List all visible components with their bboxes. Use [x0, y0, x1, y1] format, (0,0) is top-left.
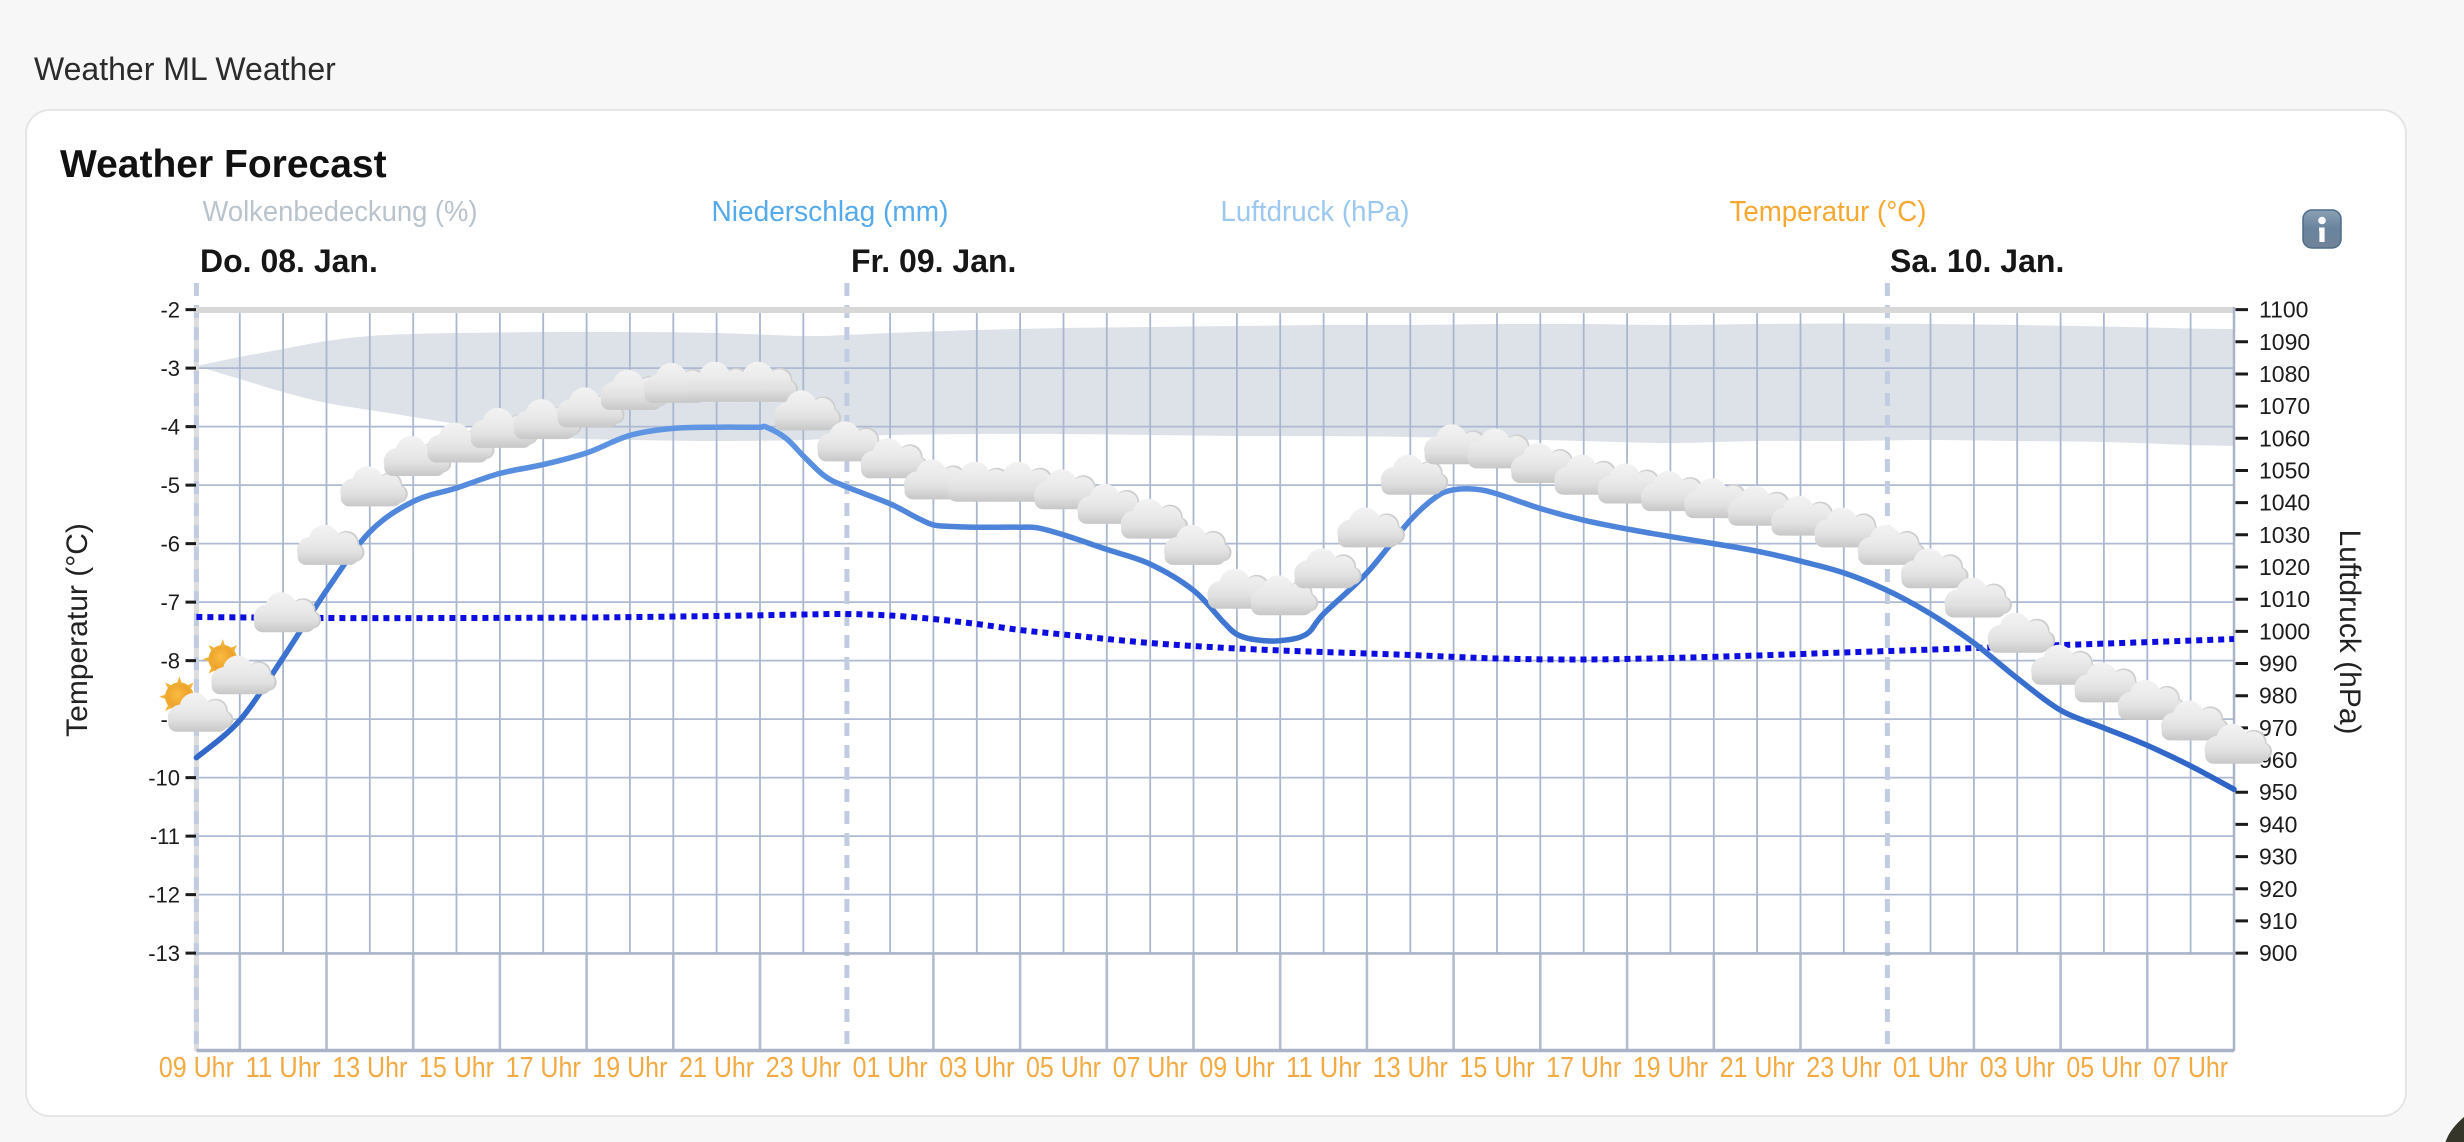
- svg-text:Fr. 09. Jan.: Fr. 09. Jan.: [851, 243, 1016, 279]
- svg-text:-6: -6: [160, 532, 180, 557]
- svg-text:-3: -3: [160, 356, 180, 381]
- svg-text:Niederschlag (mm): Niederschlag (mm): [712, 196, 949, 228]
- svg-text:13 Uhr: 13 Uhr: [332, 1052, 407, 1084]
- svg-text:Luftdruck (hPa): Luftdruck (hPa): [1221, 196, 1410, 228]
- svg-text:-10: -10: [148, 766, 180, 791]
- svg-text:930: 930: [2259, 844, 2297, 870]
- svg-text:21 Uhr: 21 Uhr: [1720, 1052, 1795, 1084]
- svg-text:03 Uhr: 03 Uhr: [1980, 1052, 2055, 1084]
- svg-text:Do. 08. Jan.: Do. 08. Jan.: [200, 243, 378, 279]
- svg-text:01 Uhr: 01 Uhr: [1893, 1052, 1968, 1084]
- svg-text:-11: -11: [150, 824, 180, 849]
- svg-text:05 Uhr: 05 Uhr: [2066, 1052, 2141, 1084]
- svg-text:07 Uhr: 07 Uhr: [1113, 1052, 1188, 1084]
- svg-text:950: 950: [2259, 779, 2297, 805]
- svg-text:Temperatur (°C): Temperatur (°C): [1730, 196, 1927, 228]
- svg-text:19 Uhr: 19 Uhr: [1633, 1052, 1708, 1084]
- svg-text:1070: 1070: [2259, 393, 2310, 419]
- svg-text:1050: 1050: [2259, 458, 2310, 484]
- svg-text:980: 980: [2259, 683, 2297, 709]
- svg-text:-7: -7: [160, 590, 180, 615]
- svg-text:Luftdruck (hPa): Luftdruck (hPa): [2333, 529, 2366, 734]
- svg-text:-8: -8: [160, 649, 180, 674]
- svg-text:1030: 1030: [2259, 522, 2310, 548]
- svg-text:09 Uhr: 09 Uhr: [1199, 1052, 1274, 1084]
- svg-text:1040: 1040: [2259, 490, 2310, 516]
- svg-text:07 Uhr: 07 Uhr: [2153, 1052, 2228, 1084]
- svg-text:1000: 1000: [2259, 618, 2310, 644]
- svg-text:-4: -4: [160, 415, 180, 440]
- svg-text:19 Uhr: 19 Uhr: [592, 1052, 667, 1084]
- svg-text:15 Uhr: 15 Uhr: [419, 1052, 494, 1084]
- svg-text:17 Uhr: 17 Uhr: [1546, 1052, 1621, 1084]
- svg-text:11 Uhr: 11 Uhr: [1286, 1052, 1361, 1084]
- svg-text:-12: -12: [148, 883, 180, 908]
- svg-text:1060: 1060: [2259, 425, 2310, 451]
- svg-text:Wolkenbedeckung (%): Wolkenbedeckung (%): [203, 196, 478, 228]
- svg-text:1010: 1010: [2259, 586, 2310, 612]
- svg-text:23 Uhr: 23 Uhr: [1806, 1052, 1881, 1084]
- svg-text:17 Uhr: 17 Uhr: [506, 1052, 581, 1084]
- svg-text:1090: 1090: [2259, 329, 2310, 355]
- svg-text:920: 920: [2259, 876, 2297, 902]
- svg-text:-13: -13: [148, 941, 180, 966]
- svg-text:970: 970: [2259, 715, 2297, 741]
- svg-text:940: 940: [2259, 811, 2297, 837]
- svg-text:Temperatur (°C): Temperatur (°C): [61, 523, 94, 737]
- svg-text:Weather Forecast: Weather Forecast: [60, 143, 387, 186]
- svg-text:15 Uhr: 15 Uhr: [1460, 1052, 1535, 1084]
- svg-text:Weather ML Weather: Weather ML Weather: [34, 51, 336, 87]
- svg-text:1020: 1020: [2259, 554, 2310, 580]
- svg-text:05 Uhr: 05 Uhr: [1026, 1052, 1101, 1084]
- svg-text:21 Uhr: 21 Uhr: [679, 1052, 754, 1084]
- svg-text:990: 990: [2259, 651, 2297, 677]
- svg-text:09 Uhr: 09 Uhr: [159, 1052, 234, 1084]
- svg-text:-2: -2: [160, 298, 180, 323]
- svg-text:-5: -5: [160, 473, 180, 498]
- svg-text:13 Uhr: 13 Uhr: [1373, 1052, 1448, 1084]
- svg-text:Sa. 10. Jan.: Sa. 10. Jan.: [1890, 243, 2064, 279]
- svg-text:1080: 1080: [2259, 361, 2310, 387]
- svg-text:1100: 1100: [2259, 297, 2308, 323]
- svg-text:910: 910: [2259, 908, 2297, 934]
- svg-text:03 Uhr: 03 Uhr: [939, 1052, 1014, 1084]
- svg-text:01 Uhr: 01 Uhr: [853, 1052, 928, 1084]
- svg-text:900: 900: [2259, 940, 2297, 966]
- svg-text:23 Uhr: 23 Uhr: [766, 1052, 841, 1084]
- svg-text:11 Uhr: 11 Uhr: [246, 1052, 321, 1084]
